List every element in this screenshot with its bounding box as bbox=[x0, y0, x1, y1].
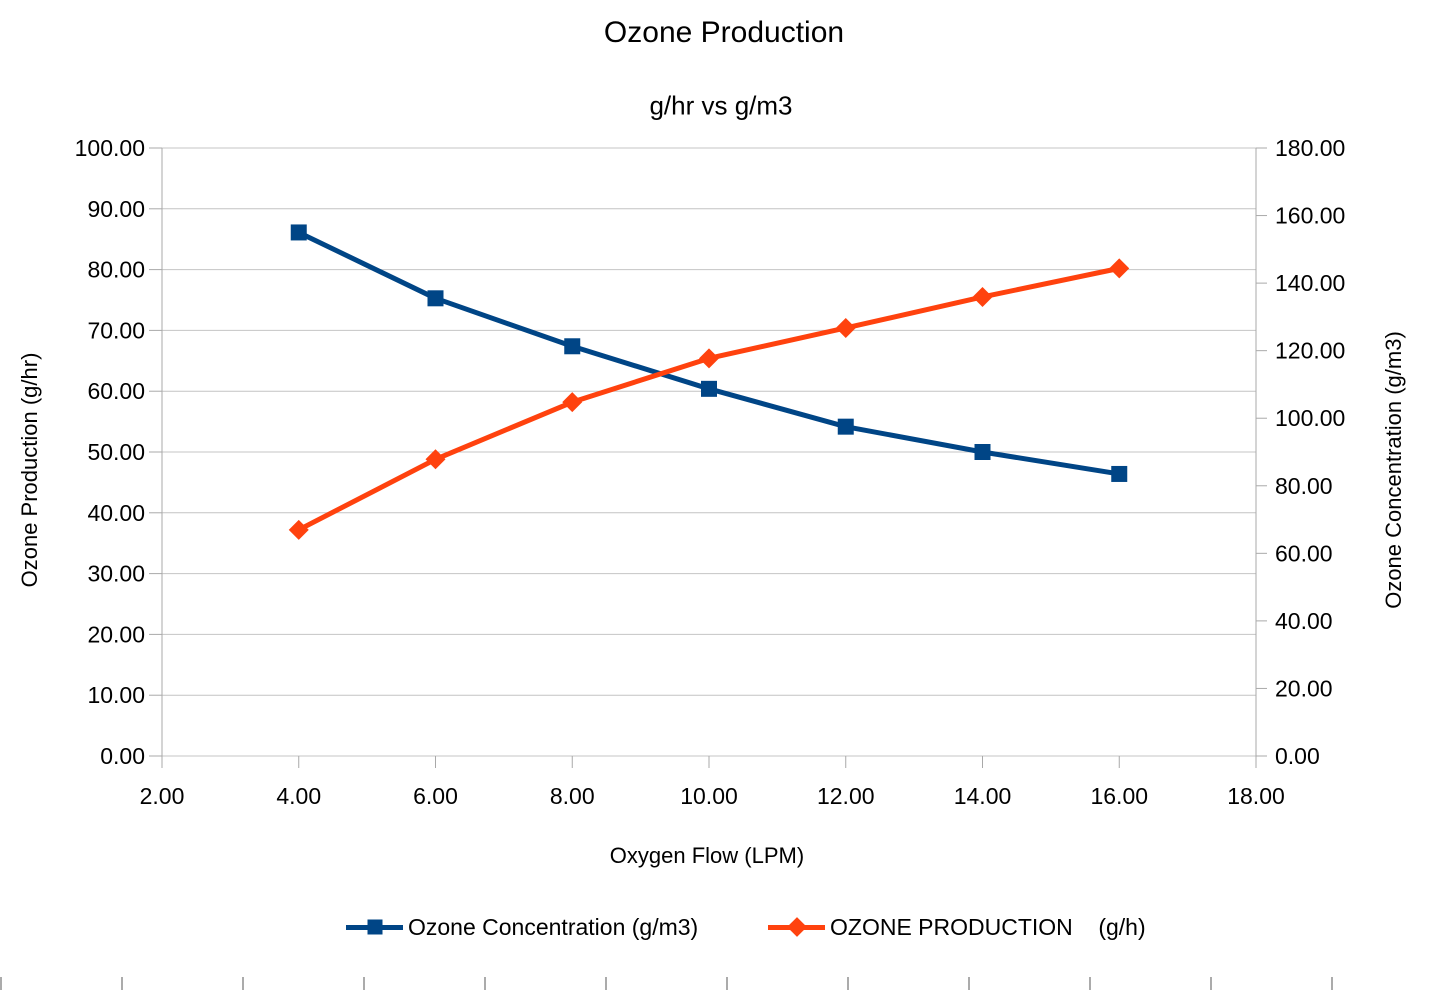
chart-subtitle: g/hr vs g/m3 bbox=[649, 90, 793, 121]
square-marker-icon bbox=[367, 919, 382, 935]
data-point-diamond-marker[interactable] bbox=[835, 317, 856, 338]
data-point-square-marker[interactable] bbox=[974, 444, 991, 460]
left-axis-tick-label: 60.00 bbox=[87, 378, 145, 404]
legend-item-concentration[interactable]: Ozone Concentration (g/m3) bbox=[346, 914, 698, 940]
left-axis-tick-label: 40.00 bbox=[87, 500, 145, 526]
left-axis-tick-label: 0.00 bbox=[100, 743, 145, 769]
x-axis-title: Oxygen Flow (LPM) bbox=[609, 843, 805, 868]
right-axis-tick-label: 40.00 bbox=[1275, 608, 1333, 634]
legend-swatch-production bbox=[768, 914, 825, 940]
left-axis-tick-label: 20.00 bbox=[87, 621, 145, 647]
left-axis-tick-label: 30.00 bbox=[87, 561, 145, 587]
right-axis-tick-label: 100.00 bbox=[1275, 405, 1345, 431]
data-point-diamond-marker[interactable] bbox=[425, 449, 446, 470]
right-axis-tick-label: 120.00 bbox=[1275, 338, 1345, 364]
x-axis-tick-label: 12.00 bbox=[817, 783, 875, 809]
right-axis-tick-label: 160.00 bbox=[1275, 203, 1345, 229]
left-axis-tick-label: 100.00 bbox=[75, 135, 145, 161]
data-point-diamond-marker[interactable] bbox=[972, 286, 993, 307]
data-point-square-marker[interactable] bbox=[290, 224, 307, 241]
legend-label-concentration: Ozone Concentration (g/m3) bbox=[408, 913, 699, 940]
data-point-square-marker[interactable] bbox=[427, 290, 444, 307]
diamond-marker-icon bbox=[786, 917, 807, 937]
legend-item-production[interactable]: OZONE PRODUCTION (g/h) bbox=[768, 914, 1146, 940]
data-point-square-marker[interactable] bbox=[1111, 465, 1128, 482]
data-point-square-marker[interactable] bbox=[701, 380, 717, 397]
legend-label-production: OZONE PRODUCTION (g/h) bbox=[830, 913, 1146, 940]
left-axis-tick-label: 50.00 bbox=[87, 439, 145, 465]
left-axis-tick-label: 70.00 bbox=[87, 317, 145, 343]
right-axis-tick-label: 180.00 bbox=[1275, 135, 1345, 161]
right-axis-tick-label: 80.00 bbox=[1275, 473, 1333, 499]
x-axis-tick-label: 10.00 bbox=[680, 783, 738, 809]
x-axis-tick-label: 6.00 bbox=[413, 783, 458, 809]
left-axis-tick-label: 90.00 bbox=[87, 196, 145, 222]
x-axis-tick-label: 16.00 bbox=[1090, 783, 1148, 809]
data-point-diamond-marker[interactable] bbox=[562, 392, 583, 413]
x-axis-tick-label: 14.00 bbox=[954, 783, 1012, 809]
left-axis-tick-label: 10.00 bbox=[87, 682, 145, 708]
right-axis-tick-label: 0.00 bbox=[1275, 743, 1320, 769]
right-axis-title: Ozone Concentration (g/m3) bbox=[1381, 331, 1406, 609]
data-point-square-marker[interactable] bbox=[837, 418, 854, 435]
left-axis-tick-label: 80.00 bbox=[87, 257, 145, 283]
x-axis-tick-label: 8.00 bbox=[550, 783, 595, 809]
spreadsheet-column-dividers bbox=[0, 977, 1433, 990]
right-axis-tick-label: 20.00 bbox=[1275, 675, 1333, 701]
series-line-1[interactable] bbox=[296, 265, 1122, 533]
chart-title: Ozone Production bbox=[603, 16, 845, 49]
right-axis-tick-label: 60.00 bbox=[1275, 540, 1333, 566]
x-axis-tick-label: 18.00 bbox=[1227, 783, 1285, 809]
legend-swatch-concentration bbox=[346, 914, 403, 940]
data-point-diamond-marker[interactable] bbox=[1109, 258, 1130, 279]
data-point-diamond-marker[interactable] bbox=[288, 519, 309, 540]
x-axis-tick-label: 4.00 bbox=[276, 783, 321, 809]
left-axis-title: Ozone Production (g/hr) bbox=[17, 352, 42, 588]
x-axis-tick-label: 2.00 bbox=[140, 783, 185, 809]
right-axis-tick-label: 140.00 bbox=[1275, 270, 1345, 296]
data-point-diamond-marker[interactable] bbox=[699, 348, 719, 369]
data-point-square-marker[interactable] bbox=[564, 338, 581, 355]
